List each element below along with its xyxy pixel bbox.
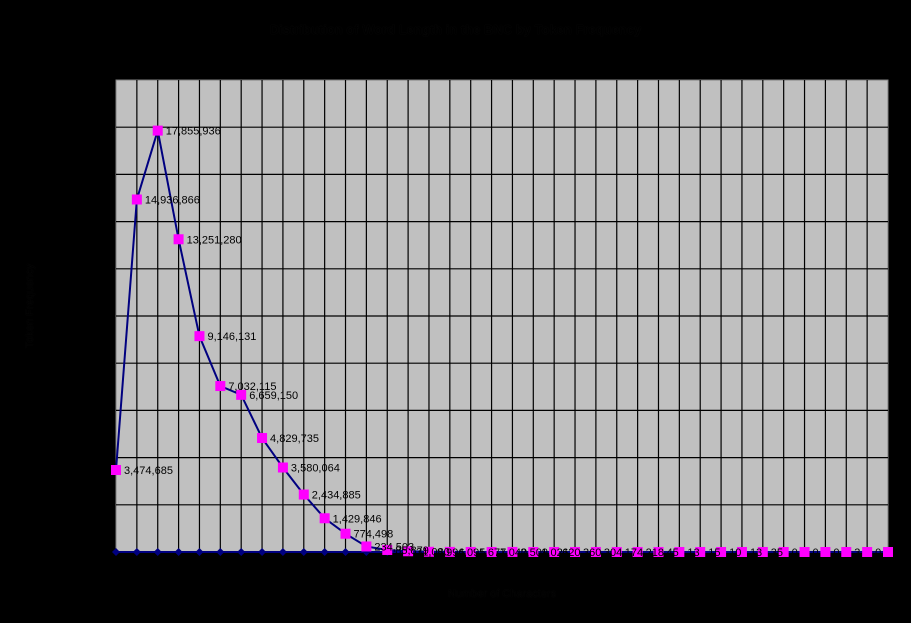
data-label: 174 [625, 547, 643, 559]
data-point-marker[interactable] [862, 547, 873, 557]
data-label: 0 [813, 547, 819, 559]
data-point-marker[interactable] [236, 389, 247, 400]
data-point-marker[interactable] [820, 547, 831, 557]
baseline-marker [278, 548, 287, 556]
data-label: 3 [854, 547, 860, 559]
data-label: 15 [708, 547, 720, 559]
data-label: 0 [792, 547, 798, 559]
data-label: 6,659,150 [249, 390, 298, 402]
data-point-marker[interactable] [403, 546, 414, 557]
data-point-marker[interactable] [319, 513, 330, 524]
baseline-marker [153, 548, 162, 556]
data-label: 1,429,846 [333, 513, 382, 525]
data-point-marker[interactable] [507, 546, 518, 557]
data-label: 360 [583, 547, 601, 559]
data-point-marker[interactable] [716, 546, 727, 557]
baseline-marker [132, 548, 141, 556]
data-point-marker[interactable] [131, 194, 142, 205]
data-label: 2,434,885 [312, 490, 361, 502]
baseline-marker [112, 548, 120, 556]
data-label: 13 [750, 547, 762, 559]
data-label: 13,251,280 [187, 234, 242, 246]
data-point-marker[interactable] [549, 546, 560, 557]
data-point-marker[interactable] [736, 546, 747, 557]
data-point-marker[interactable] [799, 547, 810, 557]
data-label: 35 [771, 547, 783, 559]
data-point-marker[interactable] [382, 544, 393, 555]
data-point-marker[interactable] [173, 234, 184, 245]
data-label: 774,498 [354, 529, 394, 541]
data-label: 1,040 [500, 547, 528, 559]
data-label: 7,032,115 [228, 381, 276, 393]
data-point-marker[interactable] [883, 547, 893, 557]
data-label: 10 [729, 547, 741, 559]
data-point-marker[interactable] [423, 546, 434, 557]
data-label: 8,996 [437, 547, 465, 559]
data-point-marker[interactable] [674, 546, 685, 557]
data-label: 0 [875, 547, 881, 559]
x-axis-label: Number of Characters [447, 588, 557, 600]
data-label: 0 [833, 547, 839, 559]
baseline-marker [258, 548, 267, 556]
data-label: 2,509 [520, 547, 548, 559]
data-label: 1,021 [541, 547, 569, 559]
data-point-marker[interactable] [570, 546, 581, 557]
data-point-marker[interactable] [632, 546, 643, 557]
baseline-marker [299, 548, 308, 556]
data-point-marker[interactable] [611, 546, 622, 557]
baseline-marker [174, 548, 183, 556]
data-point-marker[interactable] [277, 462, 288, 473]
data-label: 234,503 [374, 541, 414, 553]
data-label: 45 [666, 547, 678, 559]
data-point-marker[interactable] [444, 546, 455, 557]
data-point-marker[interactable] [298, 489, 309, 500]
data-label: 0 [896, 547, 902, 559]
baseline-marker [320, 548, 329, 556]
data-point-marker[interactable] [340, 528, 351, 539]
baseline-marker [341, 548, 350, 556]
data-point-marker[interactable] [215, 381, 226, 392]
data-label: 3,580,064 [291, 463, 340, 475]
data-label: 31,080 [416, 546, 450, 558]
data-label: 4,829,735 [270, 433, 319, 445]
data-point-marker[interactable] [778, 547, 789, 557]
data-point-marker[interactable] [257, 433, 268, 444]
data-point-marker[interactable] [590, 546, 601, 557]
data-point-marker[interactable] [841, 546, 852, 557]
data-point-marker[interactable] [194, 331, 205, 342]
baseline-marker [195, 548, 204, 556]
data-label: 304 [604, 547, 622, 559]
data-label: 1,677 [479, 547, 507, 559]
data-point-marker[interactable] [361, 541, 372, 552]
data-point-marker[interactable] [528, 546, 539, 557]
chart-title: Distribution of Word Length in the BNC b… [269, 22, 642, 37]
data-point-marker[interactable] [653, 546, 664, 557]
data-point-marker[interactable] [465, 546, 476, 557]
data-label: 85,879 [395, 545, 429, 557]
data-point-marker[interactable] [111, 464, 121, 475]
data-label: 17,855,936 [166, 126, 221, 138]
data-label: 9,146,131 [207, 331, 256, 343]
data-point-marker[interactable] [486, 546, 497, 557]
data-label: 13 [687, 547, 699, 559]
data-label: 4,095 [458, 547, 486, 559]
data-point-marker[interactable] [152, 125, 163, 136]
data-point-marker[interactable] [695, 546, 706, 557]
data-label: 3,474,685 [124, 465, 173, 477]
baseline-marker [216, 548, 225, 556]
baseline-marker [237, 548, 246, 556]
data-label: 620 [562, 547, 580, 559]
data-point-marker[interactable] [757, 546, 768, 557]
data-label: 14,936,866 [145, 194, 200, 206]
data-label: 218 [646, 547, 664, 559]
